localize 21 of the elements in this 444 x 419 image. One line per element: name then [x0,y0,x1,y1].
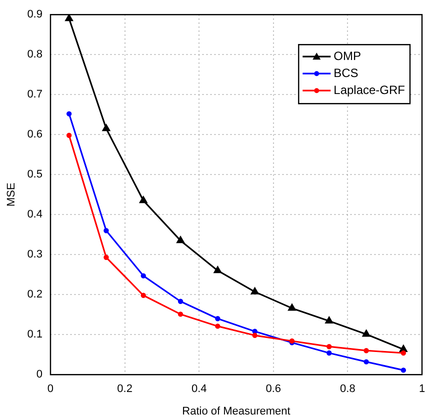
x-tick-label: 0 [47,383,54,396]
y-tick-label: 0.5 [27,168,42,181]
y-tick-label: 0.3 [27,248,42,261]
y-tick-label: 0.7 [27,88,42,101]
x-tick-label: 0.8 [340,383,356,396]
y-tick-label: 0 [36,368,42,381]
x-tick-label: 0.4 [191,383,207,396]
y-tick-label: 0.8 [27,48,42,61]
y-tick-label: 0.2 [27,288,42,301]
x-tick-label: 0.2 [117,383,132,396]
x-tick-label: 1 [418,383,426,396]
y-tick-label: 0.6 [27,128,42,141]
legend-label: OMP [334,48,361,63]
legend-label: BCS [334,66,358,80]
y-tick-label: 0.9 [27,8,42,21]
y-tick-label: 0.1 [27,328,42,341]
x-axis-title: Ratio of Measurement [182,405,290,418]
y-tick-label: 0.4 [27,208,42,221]
y-axis-title: MSE [6,182,18,207]
x-tick-label: 0.6 [266,383,282,396]
legend-label: Laplace-GRF [334,82,406,97]
